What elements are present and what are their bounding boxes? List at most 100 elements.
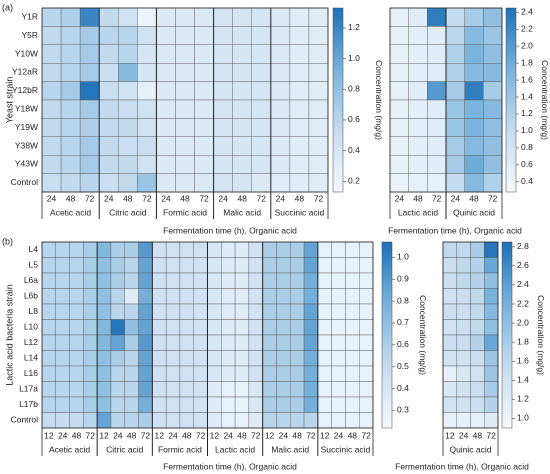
heatmap-cell [359, 303, 374, 320]
heatmap-cell [308, 136, 329, 156]
heatmap-cell [118, 63, 138, 82]
heatmap-cell [96, 272, 112, 289]
heatmap-cell [124, 381, 139, 398]
heatmap-cell [152, 381, 167, 398]
heatmap-cell [290, 350, 305, 367]
heatmap-cell [156, 26, 176, 45]
heatmap-cell [470, 257, 485, 274]
row-label: L10 [24, 322, 38, 332]
heatmap-cell [308, 99, 329, 119]
heatmap-cell [98, 118, 119, 138]
heatmap-cell [98, 173, 119, 193]
time-label: 48 [292, 430, 302, 440]
row-label: Y18W [15, 103, 38, 113]
heatmap-cell [96, 334, 112, 351]
heatmap-cell [331, 319, 346, 336]
heatmap-cell [165, 396, 181, 413]
heatmap-cell [213, 173, 233, 193]
colorbar-tick-label: 0.8 [348, 84, 360, 94]
heatmap-cell [484, 350, 499, 367]
heatmap-cell [79, 136, 100, 156]
heatmap-cell [83, 396, 98, 413]
colorbar-title: Concentration (mg/g) [374, 60, 384, 140]
heatmap-cell [456, 396, 471, 413]
colorbar-title: Concentration (mg/g) [536, 295, 546, 375]
heatmap-cell [276, 396, 291, 413]
heatmap-cell [389, 118, 409, 138]
time-label: 12 [320, 430, 330, 440]
heatmap-cell [464, 173, 484, 193]
heatmap-cell [165, 412, 181, 429]
heatmap-cell [83, 412, 98, 429]
heatmap-cell [124, 350, 139, 367]
heatmap-cell [156, 118, 176, 138]
y-axis-title: Yeast strain [4, 77, 14, 124]
heatmap-cell [118, 118, 138, 138]
time-label: 48 [237, 430, 247, 440]
heatmap-cell [194, 26, 214, 45]
colorbar-tick-label: 2.2 [521, 23, 533, 33]
heatmap-cell [41, 350, 56, 367]
heatmap-cell [152, 257, 167, 274]
heatmap-cell [456, 381, 471, 398]
heatmap-cell [270, 136, 291, 156]
heatmap-cell [345, 381, 360, 398]
heatmap-cell [175, 7, 195, 27]
heatmap-cell [179, 412, 194, 429]
heatmap-cell [110, 241, 125, 258]
colorbar-tick-label: 1.0 [521, 125, 533, 135]
colorbar-tick-label: 0.2 [348, 176, 360, 186]
heatmap-cell [55, 241, 70, 258]
heatmap-cell [470, 365, 485, 382]
heatmap-cell [156, 44, 176, 64]
colorbar-tick-label: 1.4 [521, 91, 533, 101]
heatmap-cell [317, 396, 332, 413]
heatmap-cell [331, 412, 346, 429]
heatmap-cell [345, 257, 360, 274]
heatmap-cell [98, 26, 119, 45]
heatmap-cell [69, 319, 84, 336]
time-label: 24 [334, 430, 344, 440]
heatmap-cell [359, 334, 374, 351]
heatmap-cell [83, 257, 98, 274]
heatmap-cell [96, 350, 112, 367]
heatmap-cell [221, 365, 236, 382]
heatmap-cell [290, 319, 305, 336]
heatmap-cell [270, 63, 291, 82]
heatmap-cell [262, 303, 277, 320]
group-label: Quinic acid [449, 444, 491, 454]
heatmap-cell [308, 44, 329, 64]
heatmap-cell [193, 319, 208, 336]
heatmap-cell [213, 7, 233, 27]
heatmap-cell [427, 7, 447, 27]
heatmap-cell [331, 396, 346, 413]
time-label: 12 [210, 430, 220, 440]
heatmap-cell [389, 7, 409, 27]
heatmap-cell [165, 381, 181, 398]
heatmap-cell [60, 154, 81, 174]
heatmap-cell [345, 272, 360, 289]
heatmap-cell [289, 7, 310, 27]
heatmap-cell [331, 303, 346, 320]
heatmap-cell [79, 63, 100, 82]
heatmap-cell [98, 154, 119, 174]
heatmap-cell [232, 44, 252, 64]
heatmap-cell [194, 44, 214, 64]
heatmap-cell [445, 44, 465, 64]
heatmap-cell [484, 288, 499, 305]
heatmap-cell [234, 272, 250, 289]
heatmap-cell [96, 319, 112, 336]
heatmap-cell [289, 26, 310, 45]
heatmap-cell [483, 44, 503, 64]
heatmap-cell [456, 288, 471, 305]
time-label: 48 [180, 193, 190, 203]
heatmap-cell [470, 381, 485, 398]
heatmap-cell [83, 319, 98, 336]
heatmap-cell [41, 44, 62, 64]
heatmap-cell [303, 365, 319, 382]
heatmap-cell [290, 303, 305, 320]
heatmap-cell [110, 381, 125, 398]
heatmap-cell [408, 63, 428, 82]
heatmap-cell [137, 63, 157, 82]
heatmap-cell [303, 272, 319, 289]
